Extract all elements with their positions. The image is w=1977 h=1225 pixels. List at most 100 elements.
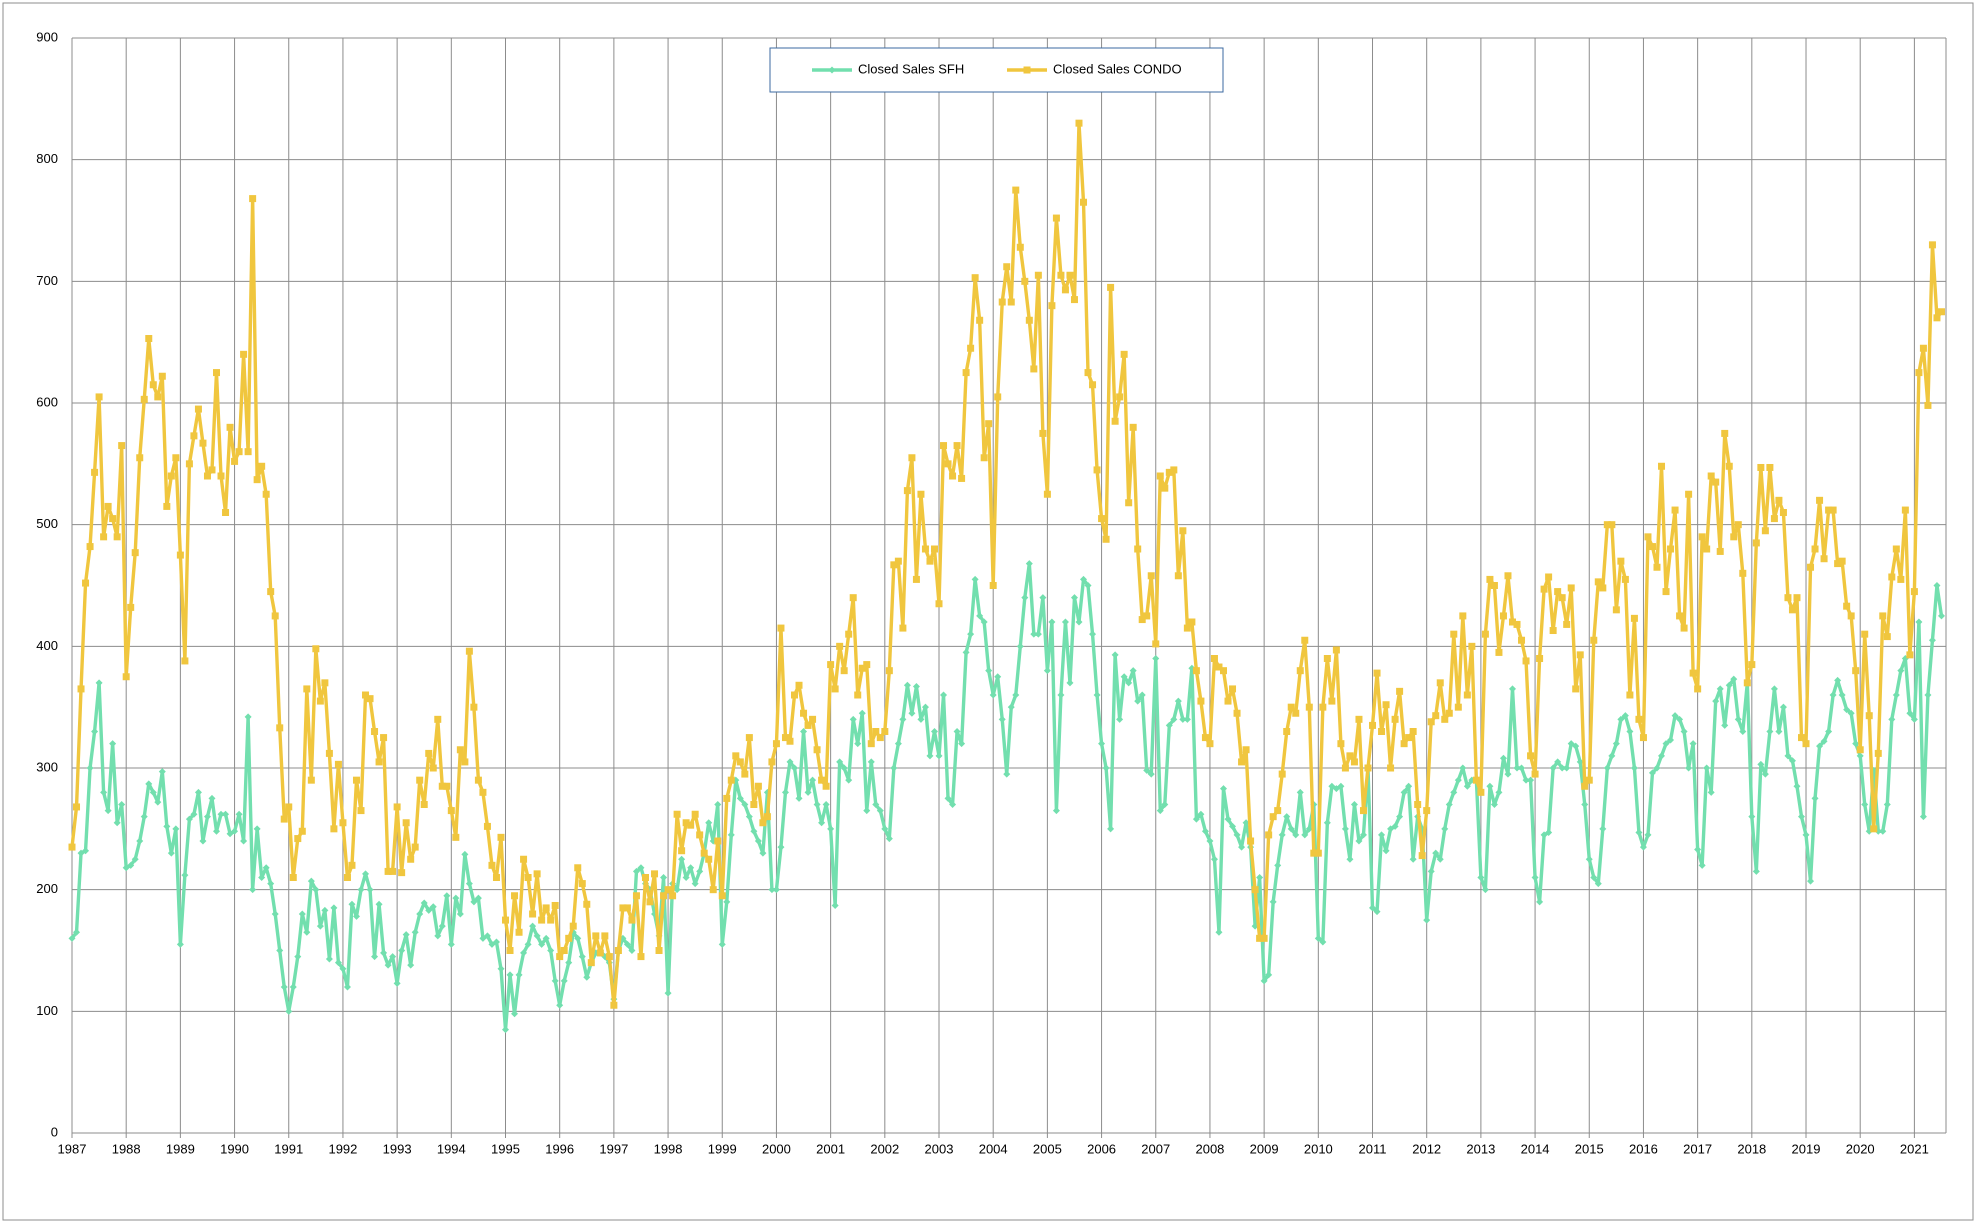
marker — [438, 782, 446, 790]
marker — [1003, 770, 1011, 778]
marker — [894, 740, 902, 748]
marker — [1229, 822, 1237, 830]
marker — [587, 959, 595, 967]
marker — [1210, 855, 1218, 863]
marker — [1581, 782, 1589, 790]
marker — [1549, 764, 1557, 772]
marker — [745, 813, 753, 821]
marker — [443, 782, 451, 790]
marker — [791, 691, 799, 699]
marker — [804, 788, 812, 796]
marker — [1170, 466, 1178, 474]
marker — [1459, 612, 1467, 620]
marker — [930, 545, 938, 553]
marker — [1667, 545, 1675, 553]
marker — [1676, 715, 1684, 723]
marker — [1617, 557, 1625, 565]
marker — [1369, 721, 1377, 729]
marker — [1111, 651, 1119, 659]
marker — [312, 645, 320, 653]
marker — [1400, 740, 1408, 748]
marker — [1581, 801, 1589, 808]
marker — [908, 709, 916, 717]
marker — [73, 803, 81, 811]
marker — [637, 953, 645, 961]
marker — [303, 928, 311, 936]
marker — [1490, 801, 1498, 808]
marker — [772, 886, 780, 894]
marker — [944, 794, 952, 802]
marker — [1427, 867, 1435, 875]
marker — [1233, 831, 1241, 839]
marker — [1834, 676, 1842, 684]
x-tick-label: 2005 — [1033, 1141, 1062, 1156]
marker — [1089, 630, 1097, 638]
marker — [1215, 663, 1223, 671]
marker — [655, 947, 663, 954]
marker — [1825, 506, 1833, 514]
marker — [1210, 655, 1218, 662]
marker — [1906, 709, 1914, 717]
x-tick-label: 2007 — [1141, 1141, 1170, 1156]
marker — [343, 874, 351, 881]
marker — [1685, 764, 1693, 772]
marker — [976, 612, 984, 620]
marker — [280, 983, 288, 991]
x-tick-label: 2015 — [1575, 1141, 1604, 1156]
marker — [1066, 271, 1074, 279]
marker — [547, 916, 555, 924]
marker — [249, 195, 257, 203]
marker — [91, 728, 99, 735]
marker — [845, 776, 853, 784]
marker — [565, 959, 573, 967]
marker — [1337, 782, 1345, 790]
marker — [483, 932, 491, 940]
marker — [985, 420, 993, 428]
marker — [190, 432, 198, 440]
marker — [511, 1010, 519, 1018]
marker — [1572, 742, 1580, 750]
marker — [1016, 243, 1024, 251]
marker — [515, 928, 523, 936]
marker — [226, 423, 234, 431]
marker — [416, 910, 424, 918]
marker — [673, 810, 681, 818]
marker — [1536, 898, 1544, 906]
marker — [763, 813, 771, 821]
x-tick-label: 1998 — [654, 1141, 683, 1156]
marker — [1039, 594, 1047, 602]
marker — [840, 667, 848, 675]
marker — [1630, 764, 1638, 772]
marker — [813, 746, 821, 754]
marker — [104, 807, 112, 815]
marker — [1116, 715, 1124, 723]
marker — [1590, 636, 1598, 644]
marker — [1382, 847, 1390, 855]
marker — [1847, 612, 1855, 620]
marker — [1888, 715, 1896, 723]
marker — [91, 468, 99, 476]
marker — [1251, 886, 1259, 894]
marker — [894, 557, 902, 565]
marker — [1590, 874, 1598, 881]
marker — [420, 801, 428, 808]
marker — [1594, 578, 1602, 586]
marker — [1892, 691, 1900, 699]
marker — [1043, 667, 1051, 675]
marker — [556, 953, 564, 961]
marker — [818, 819, 826, 827]
marker — [1937, 308, 1945, 316]
marker — [863, 807, 871, 815]
marker — [1739, 569, 1747, 577]
marker — [140, 395, 148, 403]
marker — [267, 880, 275, 888]
marker — [1129, 423, 1137, 431]
marker — [926, 557, 934, 565]
marker — [1373, 669, 1381, 677]
marker — [1179, 715, 1187, 723]
marker — [718, 892, 726, 900]
marker — [167, 849, 175, 857]
marker — [1350, 801, 1358, 808]
marker — [213, 369, 221, 377]
marker — [1554, 588, 1562, 596]
